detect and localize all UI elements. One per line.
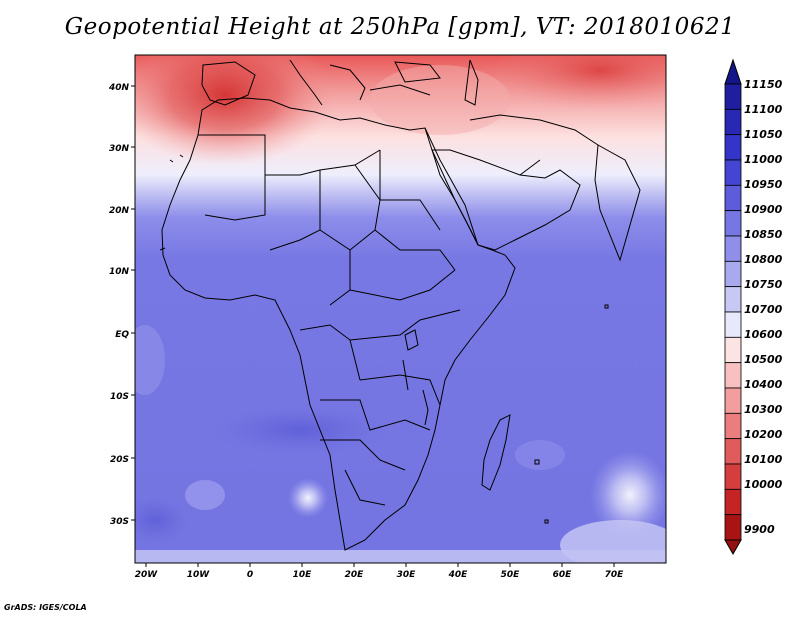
colorbar-cell	[724, 387, 742, 414]
lat-label-40n: 40N	[108, 83, 130, 93]
lat-label-30s: 30S	[110, 517, 129, 527]
lat-label-20n: 20N	[109, 206, 130, 216]
colorbar-label: 11050	[744, 128, 783, 141]
coastlines	[159, 59, 641, 551]
grads-credit: GrADS: IGES/COLA	[4, 603, 87, 612]
colorbar-cell	[724, 210, 742, 237]
colorbar-label: 10100	[744, 453, 783, 466]
lon-label-10w: 10W	[187, 570, 211, 580]
lon-label-30e: 30E	[397, 570, 417, 580]
lon-label-20w: 20W	[135, 570, 159, 580]
colorbar-label: 10850	[744, 228, 783, 241]
colorbar-label: 10200	[744, 428, 783, 441]
colorbar-cell	[724, 514, 742, 541]
colorbar-cell	[724, 83, 742, 110]
chart-title: Geopotential Height at 250hPa [gpm], VT:…	[64, 14, 736, 40]
colorbar-cell	[724, 336, 742, 364]
colorbar-label: 10800	[744, 253, 783, 266]
lat-label-10n: 10N	[109, 267, 130, 277]
colorbar-cell	[724, 438, 742, 465]
colorbar-label: 10750	[744, 278, 783, 291]
colorbar-label: 10600	[744, 328, 783, 341]
colorbar-bottom-arrow	[724, 539, 742, 556]
colorbar-label: 10700	[744, 303, 783, 316]
colorbar-cell	[724, 235, 742, 262]
colorbar-cell	[724, 412, 742, 440]
colorbar-label: 10500	[744, 353, 783, 366]
colorbar-cell	[724, 134, 742, 161]
colorbar-label: 10900	[744, 203, 783, 216]
colorbar-label: 10950	[744, 178, 783, 191]
colorbar-top-arrow	[724, 58, 742, 85]
colorbar-cell	[724, 286, 742, 313]
colorbar: 11150 11100 11050 11000 10950 10900 1085…	[724, 58, 783, 556]
lon-label-0: 0	[247, 570, 253, 580]
lon-label-70e: 70E	[605, 570, 625, 580]
colorbar-label: 10400	[744, 378, 783, 391]
colorbar-cell	[724, 463, 742, 490]
map-frame	[134, 54, 667, 564]
lon-label-10e: 10E	[293, 570, 313, 580]
colorbar-labels: 11150 11100 11050 11000 10950 10900 1085…	[744, 78, 783, 536]
colorbar-label: 10000	[744, 478, 783, 491]
lat-label-10s: 10S	[110, 392, 129, 402]
colorbar-cell	[724, 488, 742, 516]
colorbar-cells	[724, 83, 742, 541]
lon-label-60e: 60E	[553, 570, 573, 580]
lat-axis: 40N 30N 20N 10N EQ 10S 20S 30S	[108, 83, 130, 527]
height-field	[135, 55, 666, 563]
lat-label-30n: 30N	[109, 144, 130, 154]
colorbar-label: 10300	[744, 403, 783, 416]
colorbar-cell	[724, 260, 742, 288]
colorbar-label: 11150	[744, 78, 783, 91]
colorbar-label: 11000	[744, 153, 783, 166]
lat-label-20s: 20S	[110, 455, 129, 465]
axis-ticks	[131, 85, 615, 567]
lon-label-40e: 40E	[448, 570, 469, 580]
colorbar-label: 11100	[744, 103, 783, 116]
lon-label-20e: 20E	[345, 570, 365, 580]
lon-axis: 20W 10W 0 10E 20E 30E 40E 50E 60E 70E	[135, 570, 624, 580]
colorbar-label: 9900	[744, 523, 775, 536]
colorbar-cell	[724, 108, 742, 136]
colorbar-cell	[724, 159, 742, 186]
colorbar-cell	[724, 184, 742, 212]
lat-label-eq: EQ	[115, 330, 129, 340]
colorbar-cell	[724, 311, 742, 338]
colorbar-cell	[724, 362, 742, 389]
lon-label-50e: 50E	[501, 570, 521, 580]
